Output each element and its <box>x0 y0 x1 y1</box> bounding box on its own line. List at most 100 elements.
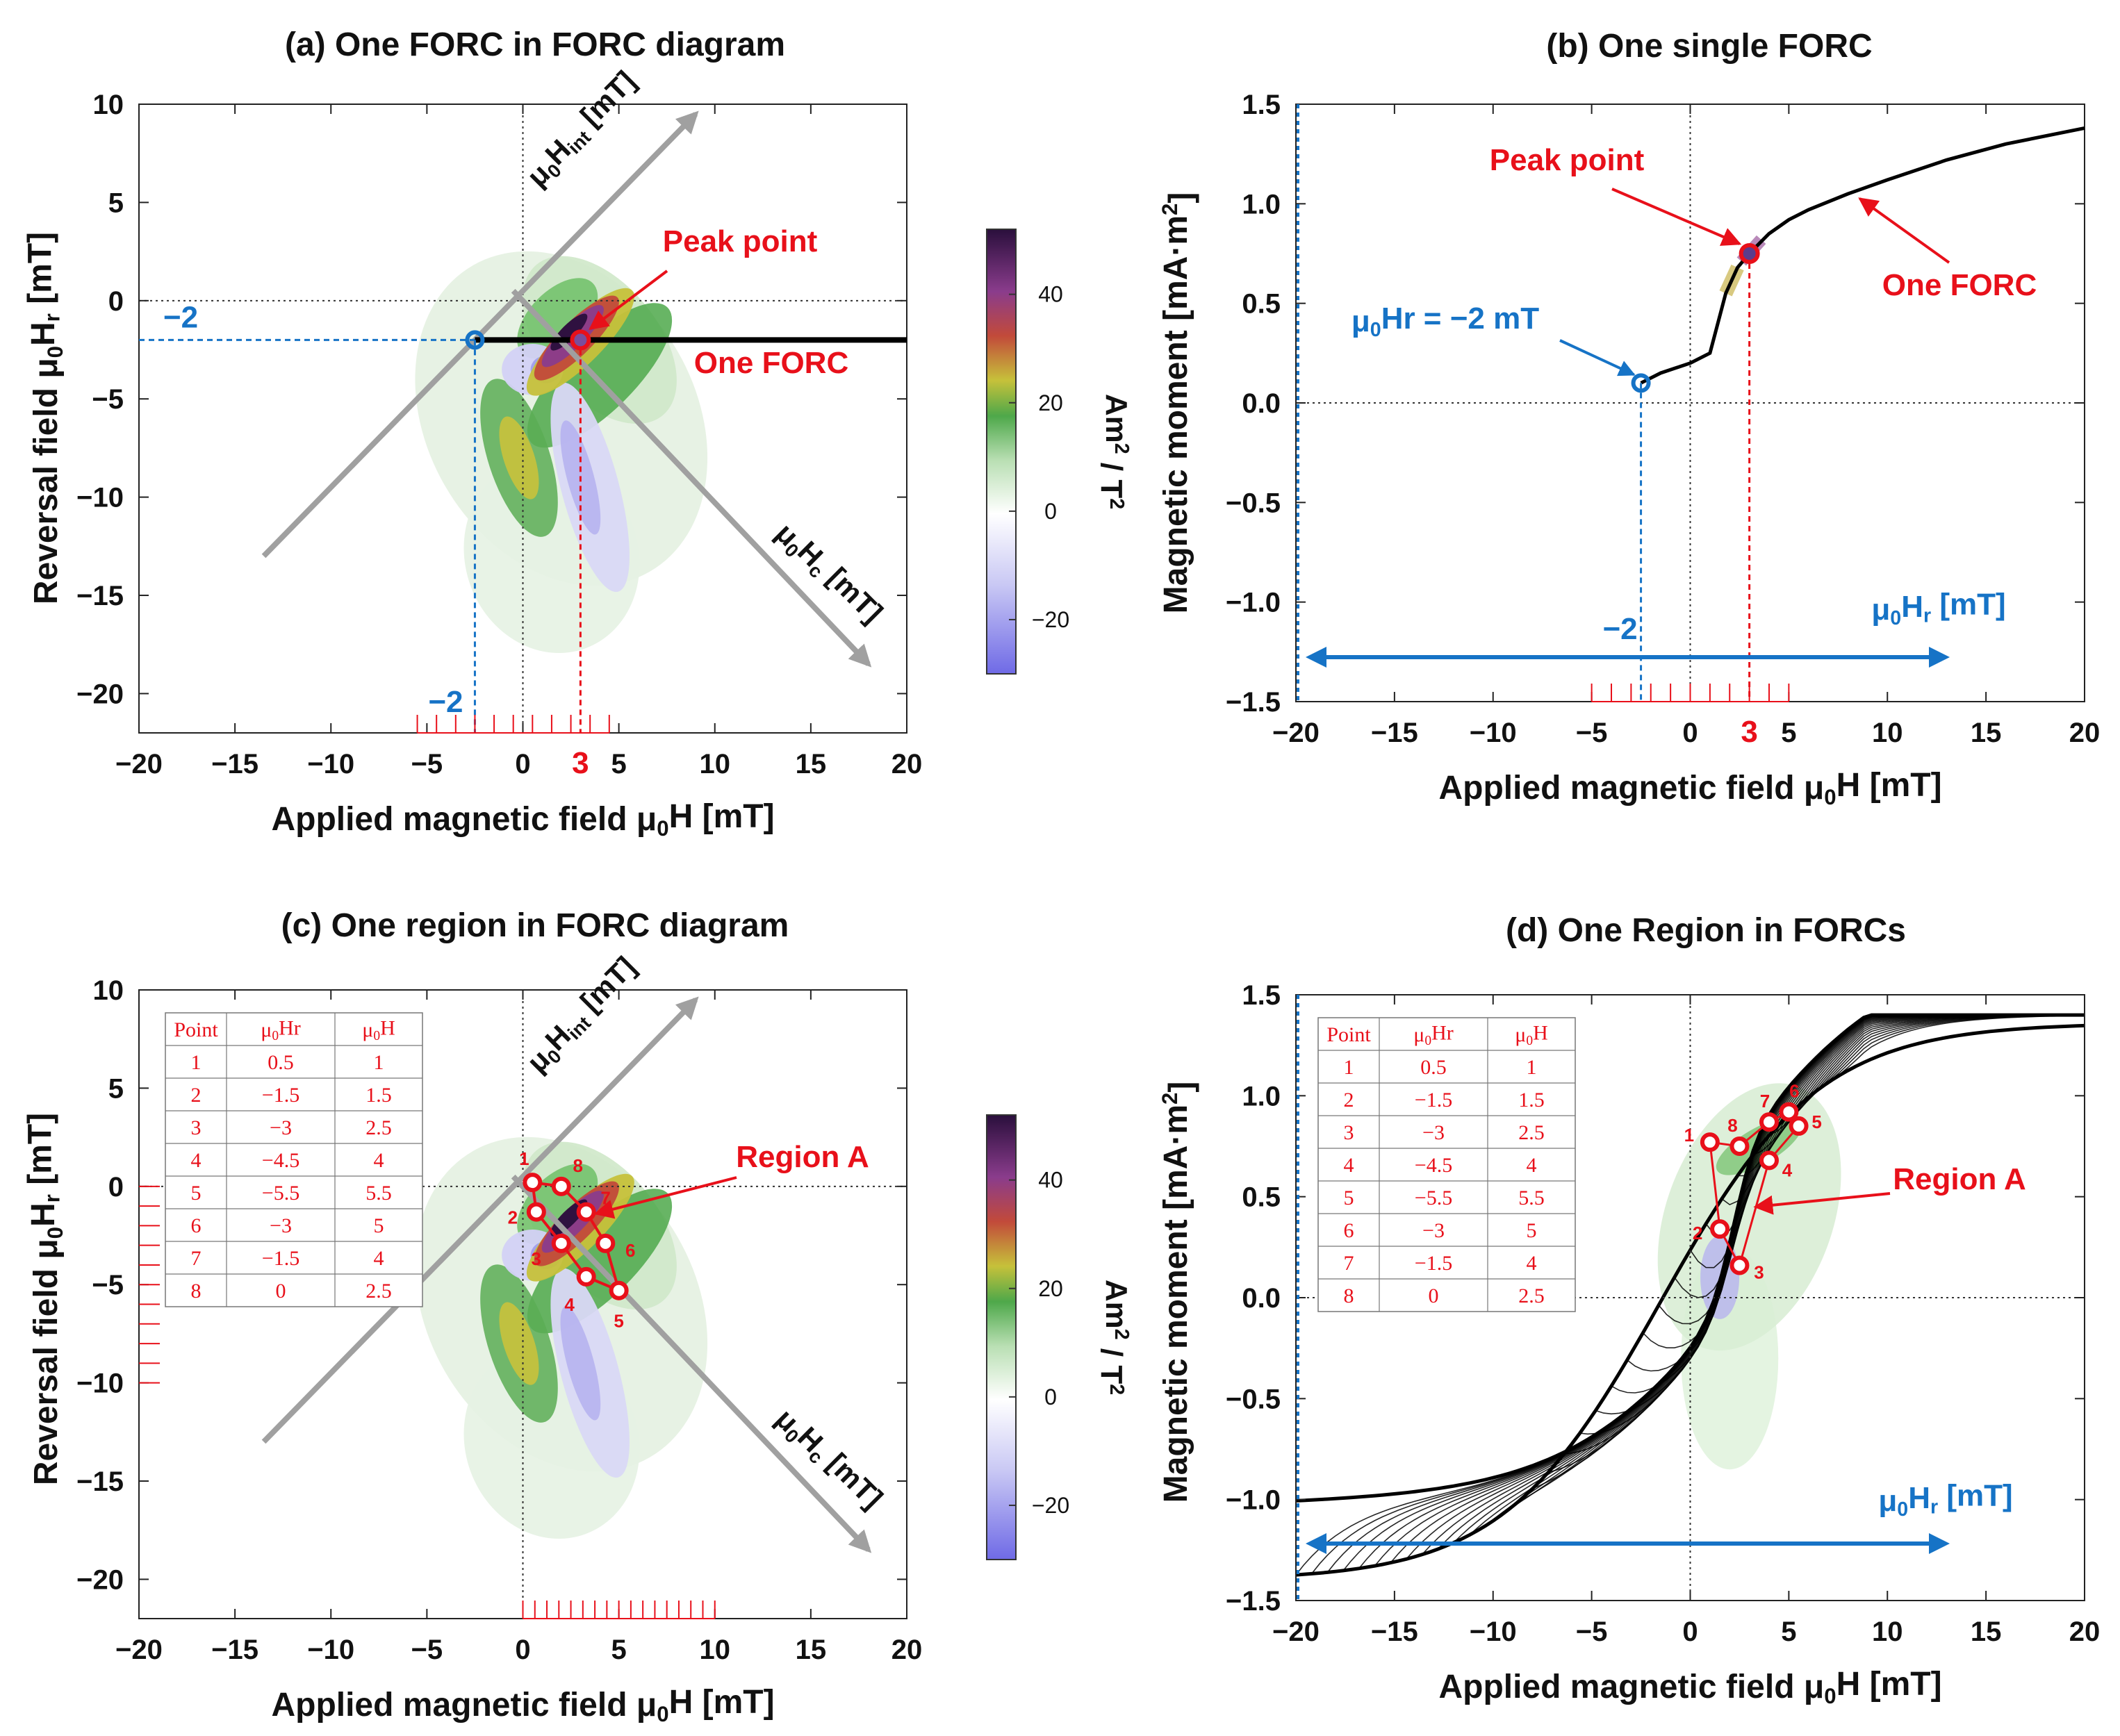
text-part: H <box>25 322 62 346</box>
colorbar-tick-label: 0 <box>1044 1384 1057 1410</box>
y-axis-label: Reversal field μ0Hr [mT] <box>22 232 67 604</box>
y-tick-label: 5 <box>108 1073 124 1104</box>
text-part: H [mT] <box>669 1684 775 1721</box>
y-tick-label: −20 <box>76 1564 124 1595</box>
text-part: 0 <box>1824 1684 1836 1708</box>
panel-d: (d) One Region in FORCs−20 −15 −10 −5 0 5 10 15… <box>1158 912 2100 1708</box>
table-cell: 6 <box>1344 1219 1354 1242</box>
table-cell: 0.5 <box>268 1051 294 1074</box>
x-tick-label: 15 <box>1971 718 2002 748</box>
table-cell: 5 <box>1344 1187 1354 1209</box>
hr-arrow-label: μ0Hr [mT] <box>1871 587 2005 629</box>
table-cell: 2.5 <box>1518 1121 1545 1144</box>
table-cell: −4.5 <box>262 1149 299 1172</box>
text-part: 2 <box>1158 1093 1182 1105</box>
region-point <box>595 1233 616 1253</box>
x-tick-label: 20 <box>2069 1617 2101 1647</box>
table-header-cell: μ0Hr <box>261 1016 301 1043</box>
text-part: μ <box>261 1018 272 1041</box>
forc-density-green <box>517 1164 598 1245</box>
y-axis-label: Reversal field μ0Hr [mT] <box>22 1113 67 1485</box>
region-point-number: 3 <box>532 1248 541 1269</box>
text-part: Hr <box>279 1016 301 1039</box>
forc-density-negative <box>560 1306 601 1421</box>
x-tick-label: 20 <box>891 1635 923 1665</box>
table-cell: 2 <box>191 1084 202 1107</box>
text-part: 2 <box>1106 498 1128 509</box>
region-point <box>1759 1150 1779 1171</box>
start-point <box>1631 373 1651 393</box>
x-tick-label: 10 <box>700 749 731 779</box>
table-cell: 4 <box>1527 1154 1537 1177</box>
region-point-number: 1 <box>519 1148 529 1169</box>
table-cell: 0.5 <box>1420 1056 1447 1079</box>
y-tick-label: 1.5 <box>1242 90 1281 120</box>
peak-point-label: Peak point <box>1490 143 1645 177</box>
table-cell: 1 <box>1527 1056 1537 1079</box>
text-part: 0 <box>657 1702 668 1726</box>
text-part: 0 <box>1370 319 1381 341</box>
text-part: 0 <box>43 346 67 358</box>
x-tick-label: 10 <box>1872 718 1903 748</box>
table-cell: 5.5 <box>1518 1187 1545 1209</box>
table-cell: 3 <box>191 1116 202 1139</box>
text-part: H <box>380 1016 395 1039</box>
x-tick-label: −5 <box>411 749 443 779</box>
x-tick-label: −20 <box>115 1635 163 1665</box>
text-part: [mT] <box>22 232 59 313</box>
hr-arrow-label: μ0Hr [mT] <box>1878 1478 2012 1521</box>
region-point <box>1789 1116 1809 1136</box>
text-part: 0 <box>1526 1034 1533 1048</box>
text-part: 0 <box>272 1029 279 1043</box>
table-cell: 1 <box>1344 1056 1354 1079</box>
colorbar-tick-label: 0 <box>1044 499 1057 524</box>
major-loop-ascending <box>1296 1013 2085 1503</box>
text-part: μ <box>1871 593 1890 627</box>
table-cell: 6 <box>191 1214 202 1237</box>
x-tick-label: 0 <box>515 749 530 779</box>
text-part: Reversal field μ <box>28 1239 65 1485</box>
table-cell: −5.5 <box>262 1182 299 1205</box>
panel-c: (c) One region in FORC diagram −20 −15 −10 −… <box>22 907 1133 1726</box>
region-point <box>526 1202 546 1222</box>
text-part: H <box>25 1202 62 1227</box>
text-part: 0 <box>43 1227 67 1239</box>
x-axis-label: Applied magnetic field μ0H [mT] <box>271 798 774 841</box>
x-tick-label: 5 <box>611 749 627 779</box>
table-cell: 1.5 <box>1518 1089 1545 1111</box>
region-point-number: 4 <box>564 1294 575 1315</box>
peak-x-label: 3 <box>1741 715 1757 749</box>
text-part: Hr = −2 mT <box>1381 301 1540 336</box>
y-tick-label: 0 <box>108 286 124 317</box>
x-axis-label: Applied magnetic field μ0H [mT] <box>271 1684 774 1726</box>
text-part: 0 <box>657 816 668 841</box>
panel-title: (d) One Region in FORCs <box>1506 912 1906 949</box>
colorbar-tick-label: −20 <box>1032 607 1069 632</box>
x-tick-label: −5 <box>411 1635 443 1665</box>
x-tick-label: 5 <box>1781 718 1796 748</box>
x-tick-label: −20 <box>1272 1617 1320 1647</box>
text-part: Am <box>1099 394 1133 443</box>
start-point-label: μ0Hr = −2 mT <box>1351 301 1539 341</box>
x-tick-label: −15 <box>1371 718 1418 748</box>
x-tick-label: −20 <box>115 749 163 779</box>
text-part: μ <box>1878 1484 1897 1518</box>
table-cell: 5 <box>191 1182 202 1205</box>
x-tick-label: 20 <box>891 749 923 779</box>
text-part: Applied magnetic field μ <box>271 801 657 838</box>
region-point-number: 8 <box>1727 1115 1737 1136</box>
table-cell: 7 <box>191 1247 202 1270</box>
region-point-number: 7 <box>600 1188 610 1209</box>
text-part: Reversal field μ <box>28 358 65 604</box>
x-tick-label: 5 <box>611 1635 627 1665</box>
peak-point <box>1739 243 1760 264</box>
region-point-number: 2 <box>1693 1223 1702 1243</box>
text-part: Hr <box>1431 1021 1454 1044</box>
table-cell: −3 <box>270 1214 292 1237</box>
table-cell: 2.5 <box>365 1280 392 1303</box>
h-value-label: −2 <box>428 685 463 719</box>
text-part: 2 <box>1106 1384 1128 1395</box>
colorbar-tick-label: 20 <box>1038 1276 1063 1301</box>
x-tick-label: 0 <box>1682 718 1698 748</box>
text-part: μ <box>1413 1023 1424 1046</box>
